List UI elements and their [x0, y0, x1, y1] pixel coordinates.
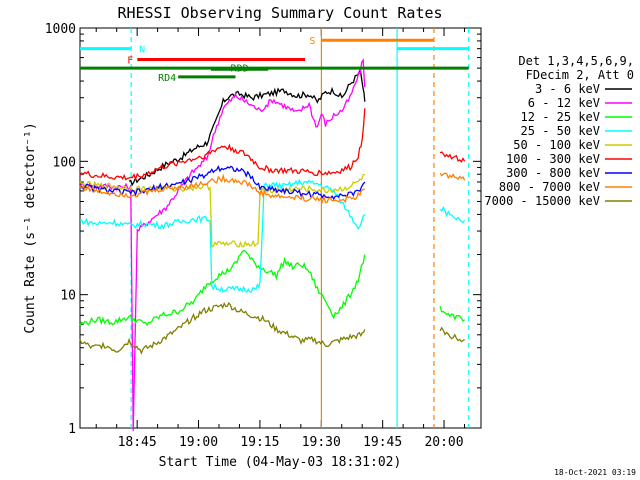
series-line: [79, 164, 366, 201]
flag-label: RD4: [158, 73, 176, 84]
legend-header: Det 1,3,4,5,6,9,: [518, 54, 634, 68]
axis-ticks: [80, 28, 481, 429]
x-tick-label: 19:30: [302, 435, 341, 450]
legend-label: 50 - 100 keV: [513, 138, 600, 152]
flag-label: F: [127, 56, 133, 67]
flag-label: S: [309, 36, 315, 47]
y-tick-label: 1: [68, 422, 76, 437]
x-tick-labels: 18:45 19:00 19:15 19:30 19:45 20:00: [118, 435, 464, 450]
series-line: [439, 326, 465, 343]
y-axis-label: Count Rate (s⁻¹ detector⁻¹): [23, 122, 38, 333]
x-tick-label: 20:00: [424, 435, 463, 450]
legend-header: FDecim 2, Att 0: [526, 68, 634, 82]
y-tick-label: 1000: [45, 22, 76, 37]
y-tick-labels: 1 10 100 1000: [45, 22, 76, 437]
y-tick-label: 10: [60, 289, 76, 304]
series-line: [439, 306, 466, 323]
legend: Det 1,3,4,5,6,9,FDecim 2, Att 03 - 6 keV…: [484, 54, 634, 208]
x-tick-label: 19:45: [363, 435, 402, 450]
chart-title: RHESSI Observing Summary Count Rates: [117, 4, 442, 22]
legend-label: 3 - 6 keV: [535, 82, 600, 96]
series-line: [439, 172, 466, 181]
flag-bars: N S F RDD RD4: [80, 36, 469, 84]
series-line: [439, 205, 466, 224]
flag-label: N: [139, 45, 145, 56]
legend-label: 25 - 50 keV: [521, 124, 600, 138]
timestamp: 18-Oct-2021 03:19: [554, 468, 636, 477]
series-line: [79, 301, 366, 355]
plot-area: N S F RDD RD4: [79, 27, 482, 431]
series-line: [80, 178, 366, 293]
series-line: [79, 173, 366, 248]
series-line: [79, 108, 366, 182]
legend-label: 800 - 7000 keV: [499, 180, 600, 194]
series-line: [128, 69, 366, 187]
vertical-markers: [130, 28, 470, 428]
series-line: [79, 249, 366, 327]
legend-label: 100 - 300 keV: [506, 152, 600, 166]
series-line: [79, 173, 365, 205]
legend-label: 6 - 12 keV: [528, 96, 600, 110]
x-axis-label: Start Time (04-May-03 18:31:02): [159, 455, 402, 470]
flag-label: RDD: [231, 63, 249, 74]
x-tick-label: 19:00: [179, 435, 218, 450]
x-tick-label: 19:15: [240, 435, 279, 450]
data-series: [79, 58, 466, 431]
series-line: [79, 58, 366, 431]
series-line: [439, 151, 466, 163]
legend-label: 300 - 800 keV: [506, 166, 600, 180]
y-tick-label: 100: [53, 155, 76, 170]
legend-label: 12 - 25 keV: [521, 110, 600, 124]
x-tick-label: 18:45: [118, 435, 157, 450]
legend-label: 7000 - 15000 keV: [484, 194, 600, 208]
